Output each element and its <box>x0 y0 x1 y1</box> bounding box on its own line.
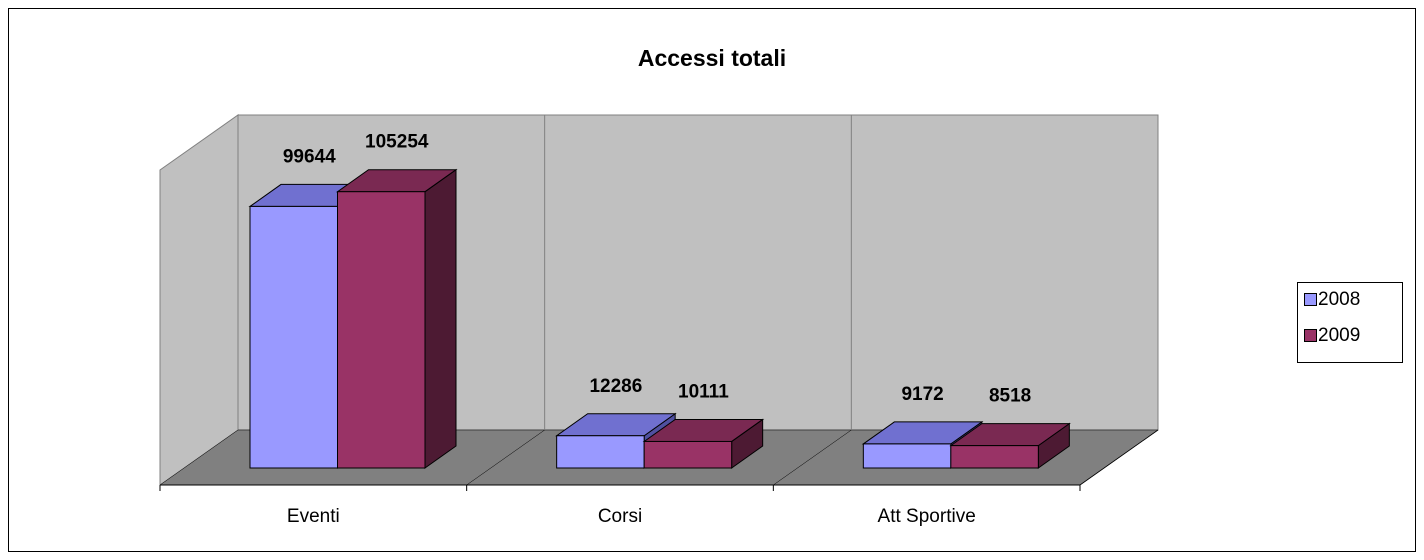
legend-swatch <box>1304 293 1317 306</box>
chart-title: Accessi totali <box>638 45 786 71</box>
bar <box>249 205 338 469</box>
bar-side <box>424 168 457 469</box>
x-tick-label: Att Sportive <box>878 506 976 527</box>
bar <box>950 445 1039 469</box>
data-label: 9172 <box>901 384 943 405</box>
legend-swatch <box>1304 329 1317 342</box>
data-label: 10111 <box>678 381 729 402</box>
bar <box>643 440 733 469</box>
bar <box>337 191 426 469</box>
legend-label: 2008 <box>1318 289 1360 310</box>
axis-edge <box>1079 429 1159 486</box>
data-label: 12286 <box>589 376 642 397</box>
data-label: 105254 <box>365 132 429 153</box>
data-label: 99644 <box>283 146 336 167</box>
side-wall <box>159 114 239 486</box>
floor-divider <box>773 429 852 486</box>
floor-divider <box>466 429 545 486</box>
data-label: 8518 <box>989 386 1031 407</box>
x-tick-label: Eventi <box>287 506 340 527</box>
x-tick-label: Corsi <box>598 506 642 527</box>
bar <box>556 435 645 469</box>
legend-label: 2009 <box>1318 325 1360 346</box>
bar <box>862 443 952 469</box>
